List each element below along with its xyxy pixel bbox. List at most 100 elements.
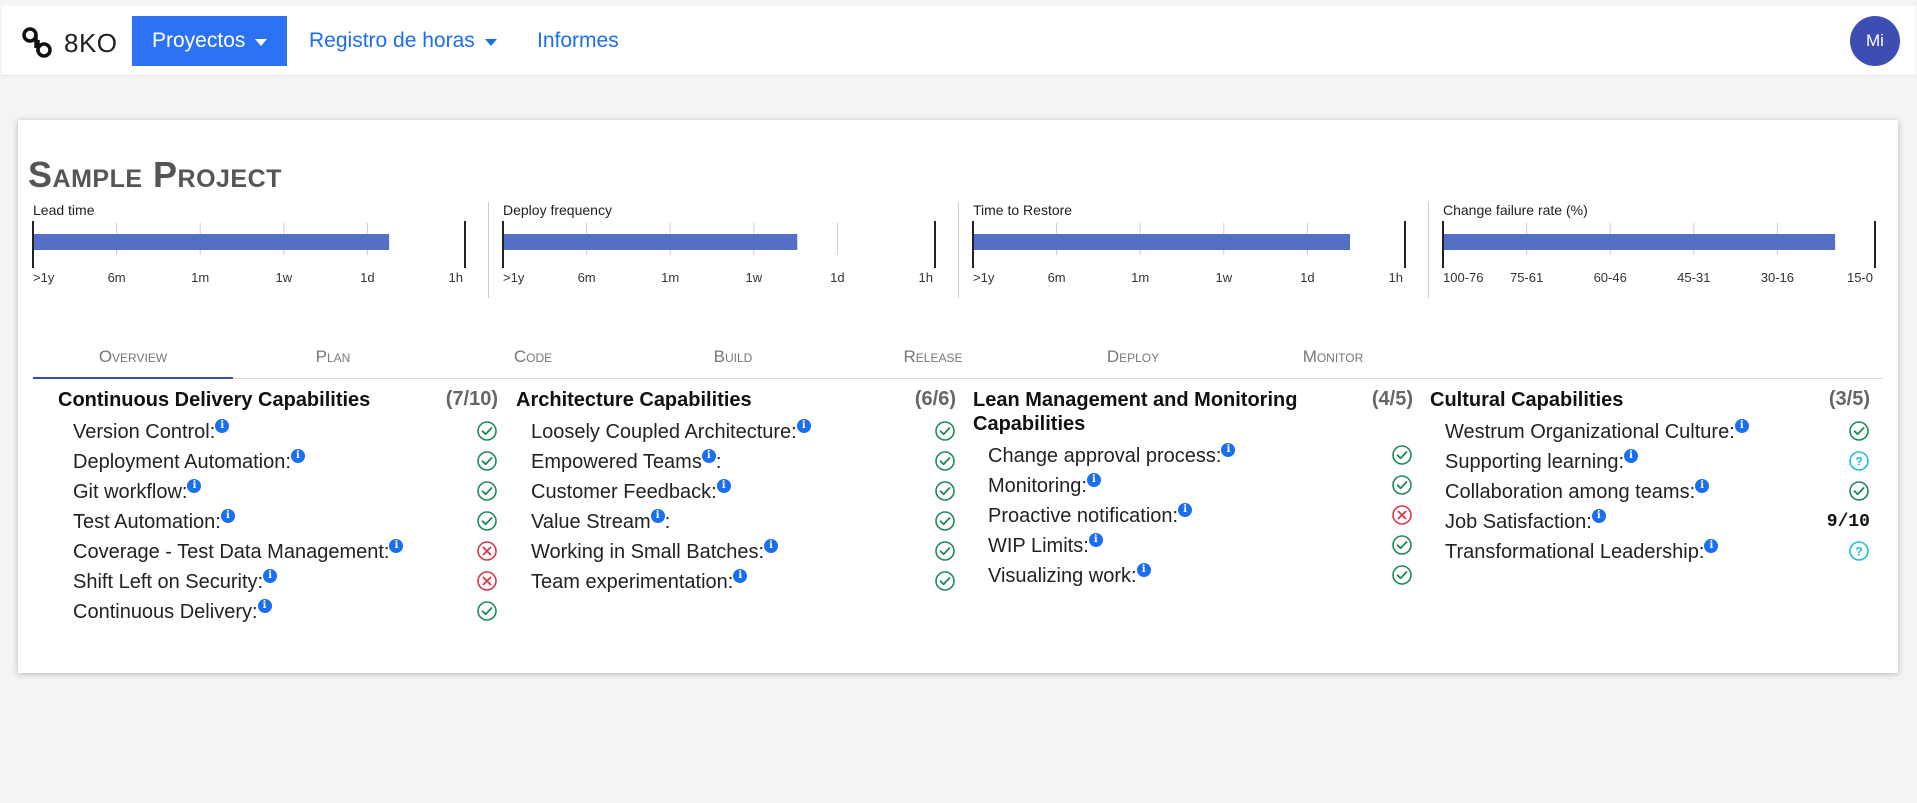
capability-group-ratio: (3/5) [1828,388,1870,410]
metric-time-to-restore: Time to Restore >1y 6m 1m 1w 1d 1h [971,198,1411,298]
capability-item: Value Stream i: [516,506,956,536]
metric-tick-label: 1d [1300,270,1314,285]
top-navbar: 8KO Proyectos Registro de horas Informes… [2,6,1915,76]
nav-proyectos-label: Proyectos [152,29,246,52]
info-icon[interactable]: i [1704,539,1719,553]
capability-list: Change approval process: i Monitoring: i Pro… [973,440,1413,590]
info-icon[interactable]: i [1086,473,1101,487]
info-icon[interactable]: i [796,419,811,433]
metric-change-failure-rate-chart: 100-76 75-61 60-46 45-31 30-16 15-0 [1442,221,1876,285]
info-icon[interactable]: i [1695,479,1710,493]
metric-tick-label: >1y [973,270,995,285]
nav-registro-horas-label: Registro de horas [309,29,475,52]
capability-name: Customer Feedback: [531,481,717,503]
capability-item: Collaboration among teams: i [1430,476,1870,506]
capability-group-header: Cultural Capabilities (3/5) [1430,388,1870,412]
capability-item: Transformational Leadership: i? [1430,536,1870,566]
info-icon[interactable]: i [1088,533,1103,547]
metric-tick-label: 1w [745,270,762,285]
info-icon[interactable]: i [215,419,230,433]
check-circle-icon [935,511,955,531]
metric-tick-label: 30-16 [1761,270,1794,285]
info-icon[interactable]: i [263,569,278,583]
capability-item: Working in Small Batches: i [516,536,956,566]
info-icon[interactable]: i [716,479,731,493]
tab-monitor[interactable]: Monitor [1302,347,1364,366]
metric-tick-label: >1y [503,270,525,285]
capability-name: WIP Limits: [988,535,1089,557]
info-icon[interactable]: i [1178,503,1193,517]
capability-name: Monitoring: [988,475,1087,497]
tab-bar: Overview Plan Code Build Release Deploy … [33,335,1883,379]
caret-down-icon [484,38,497,46]
capability-item: Proactive notification: i [973,500,1413,530]
info-icon[interactable]: i [290,449,305,463]
nav-informes[interactable]: Informes [517,16,639,66]
capability-name: Change approval process: [988,445,1222,467]
capability-item: Team experimentation: i [516,566,956,596]
metric-deploy-frequency: Deploy frequency >1y 6m 1m 1w 1d 1h [501,198,941,298]
tab-build[interactable]: Build [713,347,753,366]
info-icon[interactable]: i [764,539,779,553]
capability-group-header: Continuous Delivery Capabilities (7/10) [58,388,498,412]
tab-overview[interactable]: Overview [33,335,233,379]
metric-tick-label: >1y [33,270,55,285]
capability-item: Monitoring: i [973,470,1413,500]
info-icon[interactable]: i [1136,563,1151,577]
check-circle-icon [1849,421,1869,441]
capability-name: Job Satisfaction: [1445,511,1592,533]
caret-down-icon [255,38,268,46]
svg-text:?: ? [1855,455,1862,469]
capability-item: Westrum Organizational Culture: i [1430,416,1870,446]
capability-name-suffix: : [715,451,722,473]
metric-tick-label: 6m [108,270,126,285]
capability-name: Loosely Coupled Architecture: [531,421,797,443]
check-circle-icon [1849,481,1869,501]
metric-tick-label: 45-31 [1677,270,1710,285]
capability-name: Deployment Automation: [73,451,291,473]
metric-tick-label: 1d [360,270,374,285]
capability-name: Transformational Leadership: [1445,541,1705,563]
capability-group-ratio: (7/10) [445,388,498,410]
info-icon[interactable]: i [1221,443,1236,457]
info-icon[interactable]: i [1591,509,1606,523]
metric-tick-label: 1h [1389,270,1403,285]
metric-tick-label: 1m [1131,270,1149,285]
metric-bar [33,234,390,250]
brand-logo-icon[interactable] [22,26,54,60]
metric-time-to-restore-chart: >1y 6m 1m 1w 1d 1h [972,221,1406,285]
question-circle-icon: ? [1849,541,1869,561]
nav-proyectos[interactable]: Proyectos [132,16,288,66]
info-icon[interactable]: i [733,569,748,583]
info-icon[interactable]: i [701,449,716,463]
metric-tick-label: 60-46 [1594,270,1627,285]
info-icon[interactable]: i [220,509,235,523]
capability-name: Git workflow: [73,481,188,503]
capability-item: Shift Left on Security: i [58,566,498,596]
user-avatar[interactable]: Mi [1850,16,1900,66]
capability-group-title: Continuous Delivery Capabilities [58,389,371,411]
info-icon[interactable]: i [389,539,404,553]
info-icon[interactable]: i [1734,419,1749,433]
metric-tick-label: 1d [830,270,844,285]
metric-tick-label: 1m [661,270,679,285]
capability-name: Proactive notification: [988,505,1179,527]
brand-name[interactable]: 8KO [64,28,118,58]
check-circle-icon [1392,535,1412,555]
info-icon[interactable]: i [187,479,202,493]
info-icon[interactable]: i [257,599,272,613]
capability-item: WIP Limits: i [973,530,1413,560]
tab-code[interactable]: Code [513,347,553,366]
info-icon[interactable]: i [1624,449,1639,463]
nav-registro-horas[interactable]: Registro de horas [289,16,517,66]
tab-release[interactable]: Release [903,347,963,366]
info-icon[interactable]: i [650,509,665,523]
tab-deploy[interactable]: Deploy [1106,347,1160,366]
capability-item: Version Control: i [58,416,498,446]
capability-group-title: Lean Management and Monitoring Capabilit… [973,389,1298,435]
question-circle-icon: ? [1849,451,1869,471]
svg-text:?: ? [1855,545,1862,559]
project-card: Sample Project Lead time >1y 6m 1m 1w 1d 1h D… [18,120,1898,673]
metric-tick-label: 15-0 [1847,270,1873,285]
tab-plan[interactable]: Plan [315,347,351,366]
